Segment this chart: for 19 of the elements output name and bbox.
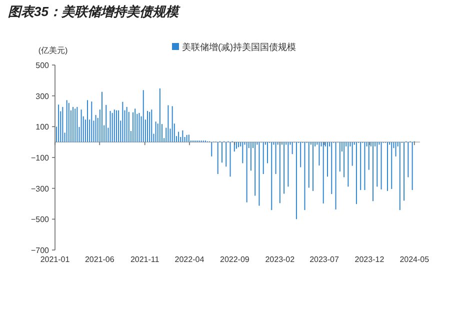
x-tick-label: 2021-11: [130, 255, 160, 264]
x-tick-label: 2024-05: [400, 255, 430, 264]
y-tick-label: 100: [36, 122, 50, 132]
x-tick-label: 2022-04: [174, 255, 205, 264]
x-tick-label: 2022-09: [220, 255, 250, 264]
legend-label: 美联储增(减)持美国国债规模: [182, 42, 296, 52]
y-tick-label: −700: [30, 246, 50, 255]
y-axis-title: (亿美元): [38, 46, 68, 55]
x-tick-label: 2023-02: [265, 255, 296, 264]
x-tick-label: 2023-07: [310, 255, 340, 264]
x-tick-label: 2021-06: [84, 255, 115, 264]
y-tick-label: −100: [30, 154, 50, 162]
x-tick-label: 2021-01: [40, 255, 70, 264]
y-tick-label: −300: [30, 184, 50, 194]
x-tick-label: 2023-12: [354, 255, 385, 264]
y-tick-label: 500: [36, 61, 50, 70]
y-tick-label: −500: [30, 215, 50, 224]
y-tick-label: 300: [36, 92, 50, 101]
chart-title: 图表35：美联储增持美债规模: [8, 4, 180, 19]
